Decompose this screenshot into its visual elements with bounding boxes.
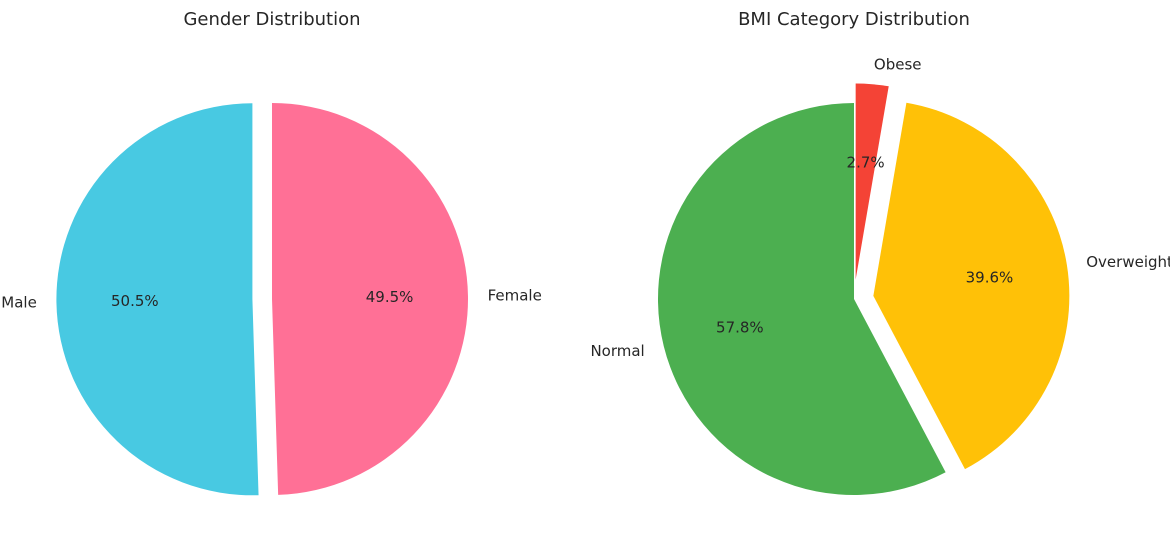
pie-slice-obese: [855, 83, 889, 280]
pie-slice-female: [272, 103, 469, 495]
gender-pie-chart: Gender Distribution Male 50.5% Female 49.5%: [1, 9, 542, 496]
slice-percent-label: 50.5%: [111, 292, 159, 310]
slice-label: Obese: [874, 56, 922, 74]
slice-percent-label: 57.8%: [716, 318, 764, 336]
pie-slice-normal: [658, 103, 946, 495]
slice-percent-label: 49.5%: [366, 288, 414, 306]
slice-label: Male: [1, 294, 37, 312]
pie-slice-male: [56, 103, 259, 496]
chart-title: BMI Category Distribution: [738, 9, 970, 30]
slice-label: Normal: [590, 342, 644, 360]
chart-title: Gender Distribution: [183, 9, 360, 30]
slice-label: Overweight: [1086, 253, 1170, 271]
slice-percent-label: 39.6%: [966, 268, 1014, 286]
bmi-pie-chart: BMI Category Distribution Normal 57.8% Ove…: [590, 9, 1170, 495]
slice-label: Female: [488, 287, 542, 305]
slice-percent-label: 2.7%: [847, 153, 885, 171]
pie-slice-overweight: [873, 102, 1070, 470]
